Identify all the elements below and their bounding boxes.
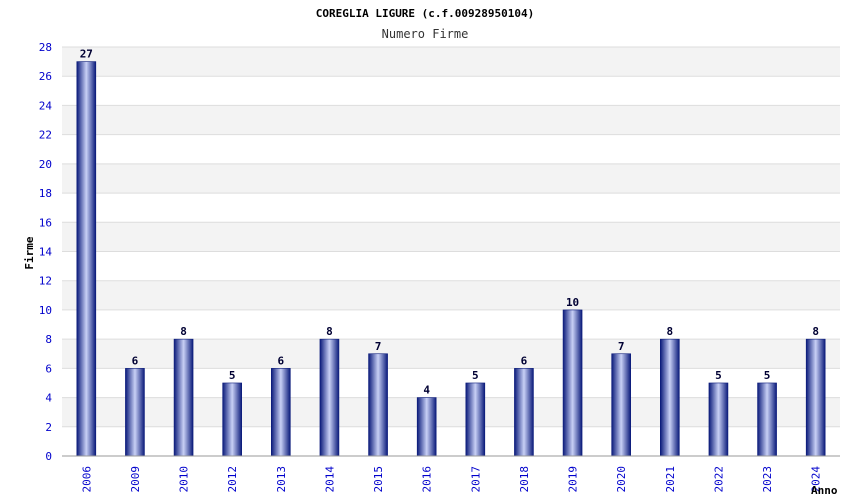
- data-label: 4: [423, 384, 430, 397]
- y-tick-label: 4: [45, 392, 52, 405]
- plot-band: [62, 105, 840, 135]
- data-label: 6: [132, 354, 139, 367]
- y-tick-label: 18: [39, 187, 52, 200]
- x-tick-label: 2019: [567, 466, 580, 493]
- x-tick-label: 2016: [421, 466, 434, 493]
- data-label: 8: [812, 325, 819, 338]
- bar: [708, 382, 729, 457]
- x-tick-label: 2006: [80, 466, 93, 493]
- bar: [465, 382, 486, 457]
- x-tick-label: 2021: [664, 466, 677, 493]
- plot-band: [62, 193, 840, 223]
- x-tick-label: 2018: [518, 466, 531, 493]
- y-tick-label: 6: [45, 362, 52, 375]
- data-label: 10: [566, 296, 579, 309]
- data-label: 5: [715, 369, 722, 382]
- plot-band: [62, 222, 840, 252]
- plot-band: [62, 47, 840, 77]
- data-label: 8: [180, 325, 187, 338]
- x-tick-label: 2010: [178, 466, 191, 493]
- bar: [76, 61, 97, 457]
- x-tick-label: 2014: [323, 466, 336, 493]
- y-tick-label: 22: [39, 129, 52, 142]
- data-label: 5: [764, 369, 771, 382]
- y-tick-label: 28: [39, 41, 52, 54]
- y-tick-label: 14: [39, 246, 53, 259]
- y-tick-label: 24: [39, 99, 53, 112]
- plot-band: [62, 309, 840, 340]
- bar: [222, 382, 242, 457]
- x-tick-label: 2022: [712, 466, 725, 493]
- bar: [514, 368, 534, 457]
- data-label: 5: [229, 369, 236, 382]
- y-tick-label: 2: [45, 421, 52, 434]
- plot-band: [62, 280, 840, 310]
- x-axis-ticks: 2006 2009 2010 2012 2013 2014 2015 2016 2017 2018…: [80, 466, 822, 493]
- plot-band: [62, 134, 840, 164]
- data-label: 5: [472, 369, 479, 382]
- data-label: 7: [375, 340, 382, 353]
- bars: [76, 61, 826, 457]
- bar: [562, 309, 583, 457]
- bar: [805, 338, 826, 457]
- data-label: 27: [80, 48, 93, 61]
- bar: [319, 338, 340, 457]
- x-tick-label: 2012: [226, 466, 239, 493]
- bar: [173, 338, 194, 457]
- y-tick-label: 16: [39, 216, 52, 229]
- bar: [125, 368, 145, 457]
- bar: [757, 382, 777, 457]
- data-label: 8: [667, 325, 674, 338]
- x-tick-label: 2023: [761, 466, 774, 493]
- y-tick-label: 20: [39, 158, 52, 171]
- y-axis-label: Firme: [23, 236, 36, 269]
- data-label: 7: [618, 340, 625, 353]
- y-tick-label: 8: [45, 333, 52, 346]
- x-tick-label: 2020: [615, 466, 628, 493]
- plot-band: [62, 76, 840, 106]
- bar: [271, 368, 291, 457]
- x-axis-label: Anno: [811, 484, 838, 497]
- plot-band: [62, 251, 840, 281]
- plot-band: [62, 163, 840, 194]
- chart-title: COREGLIA LIGURE (c.f.00928950104): [316, 7, 535, 20]
- data-label: 8: [326, 325, 333, 338]
- y-tick-label: 12: [39, 275, 52, 288]
- chart-subtitle: Numero Firme: [382, 27, 469, 41]
- bar: [368, 353, 388, 457]
- x-tick-label: 2009: [129, 466, 142, 493]
- bar: [660, 338, 680, 457]
- bar: [611, 353, 631, 457]
- data-labels: 27 6 8 5 6 8 7 4 5 6 10 7 8 5 5 8: [80, 48, 819, 397]
- x-tick-label: 2013: [275, 466, 288, 493]
- y-tick-label: 0: [45, 450, 52, 463]
- y-tick-label: 26: [39, 70, 52, 83]
- data-label: 6: [521, 354, 528, 367]
- x-tick-label: 2015: [372, 466, 385, 493]
- bar: [416, 397, 437, 457]
- y-tick-label: 10: [39, 304, 52, 317]
- x-tick-label: 2024: [810, 466, 823, 493]
- data-label: 6: [278, 354, 285, 367]
- x-tick-label: 2017: [469, 466, 482, 493]
